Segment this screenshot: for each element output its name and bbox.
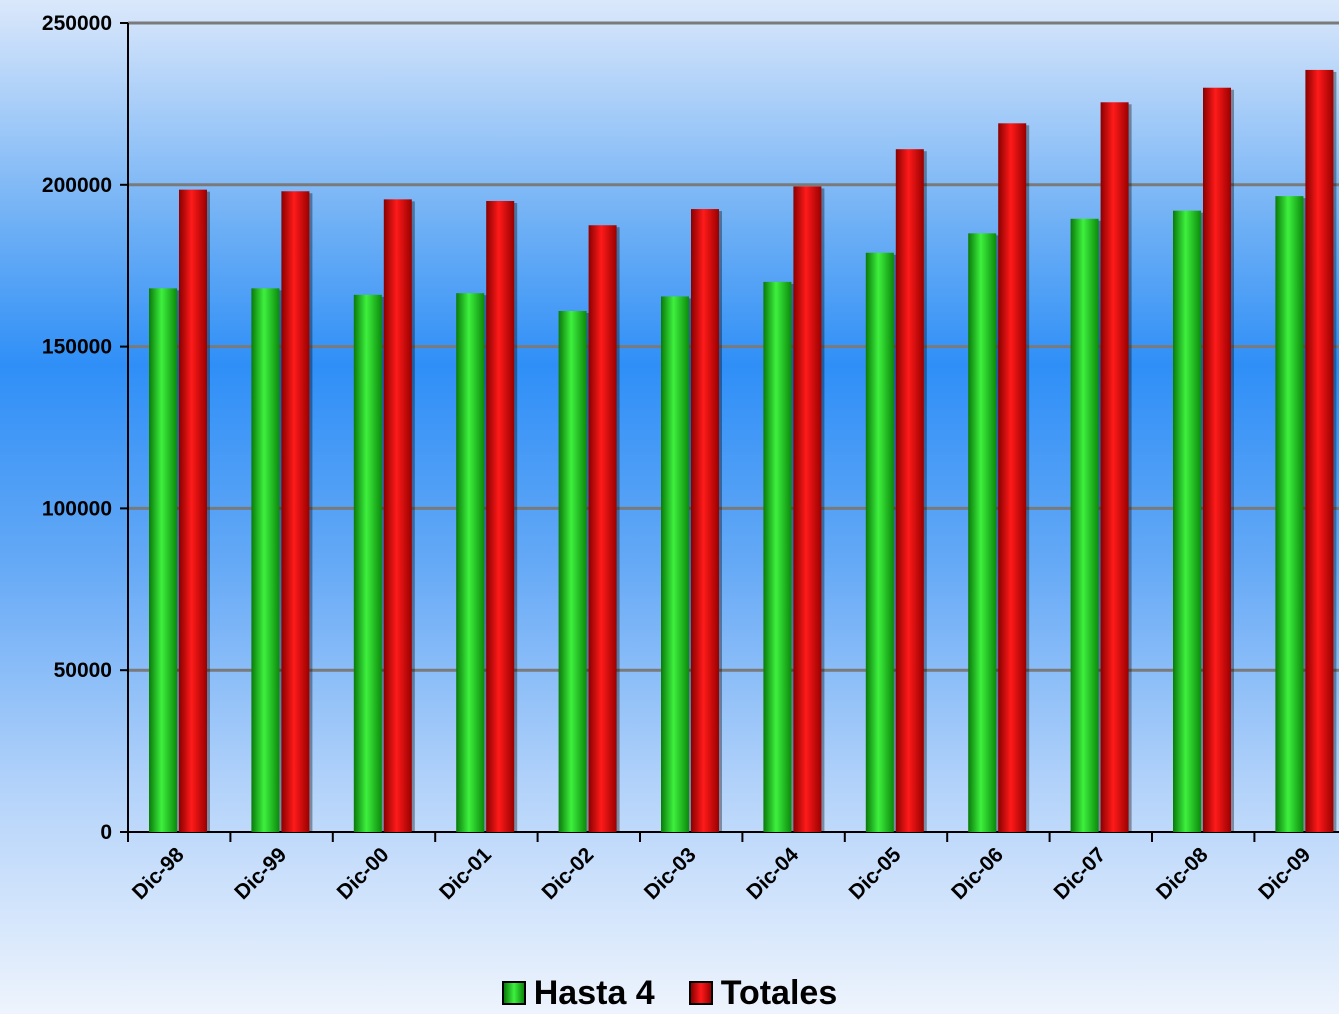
bar-totales <box>1203 87 1231 833</box>
legend-item-totales: Totales <box>688 973 838 1013</box>
x-tick-label: Dic-07 <box>1050 843 1111 904</box>
x-tick-label: Dic-02 <box>538 843 599 904</box>
y-tick-label: 200000 <box>42 174 112 197</box>
x-tick-label: Dic-01 <box>435 843 496 904</box>
bar-hasta-4 <box>661 296 689 832</box>
bar-hasta-4 <box>968 233 997 833</box>
y-tick-label: 50000 <box>54 659 112 682</box>
bars <box>149 69 1337 833</box>
legend: Hasta 4 Totales <box>0 973 1339 1013</box>
x-tick-label: Dic-03 <box>640 843 701 904</box>
x-tick-label: Dic-04 <box>742 843 803 904</box>
bar-hasta-4 <box>1173 210 1201 833</box>
bar-hasta-4 <box>1070 218 1099 832</box>
y-tick-label: 100000 <box>42 497 112 520</box>
bar-hasta-4 <box>558 311 587 832</box>
bar-totales <box>691 209 719 832</box>
bar-hasta-4 <box>865 252 894 833</box>
bar-hasta-4 <box>763 281 792 832</box>
bar-hasta-4 <box>251 288 280 832</box>
bar-totales <box>1305 69 1334 832</box>
legend-swatch-totales <box>688 981 713 1005</box>
x-tick-label: Dic-99 <box>230 843 291 904</box>
x-tick-label: Dic-05 <box>845 843 906 904</box>
x-tick-label: Dic-08 <box>1152 843 1213 904</box>
x-tick-label: Dic-09 <box>1254 843 1315 904</box>
bar-hasta-4 <box>456 293 485 832</box>
bar-hasta-4 <box>149 288 177 832</box>
bar-totales <box>998 123 1027 833</box>
bar-hasta-4 <box>353 294 382 833</box>
legend-item-hasta-4: Hasta 4 <box>501 973 655 1013</box>
axes <box>120 22 1339 842</box>
bar-totales <box>793 186 822 833</box>
x-tick-label: Dic-06 <box>947 843 1008 904</box>
bar-chart: 0 50000 100000 150000 200000 250000 Dic-98 Dic-… <box>42 12 1339 904</box>
gridlines <box>128 21 1339 672</box>
bar-totales <box>1100 102 1129 833</box>
legend-label-hasta-4: Hasta 4 <box>533 973 655 1012</box>
x-tick-label: Dic-00 <box>333 843 394 904</box>
legend-swatch-hasta-4 <box>501 981 526 1005</box>
y-tick-label: 250000 <box>42 12 112 35</box>
bar-totales <box>281 191 310 833</box>
x-tick-label: Dic-98 <box>128 843 189 904</box>
y-tick-label: 150000 <box>42 336 112 359</box>
bar-totales <box>895 149 924 833</box>
bar-totales <box>383 199 412 832</box>
bar-hasta-4 <box>1275 196 1304 833</box>
bar-totales <box>588 225 617 832</box>
y-tick-label: 0 <box>100 821 112 844</box>
legend-label-totales: Totales <box>720 973 838 1012</box>
bar-totales <box>179 189 207 833</box>
bar-totales <box>486 200 515 833</box>
